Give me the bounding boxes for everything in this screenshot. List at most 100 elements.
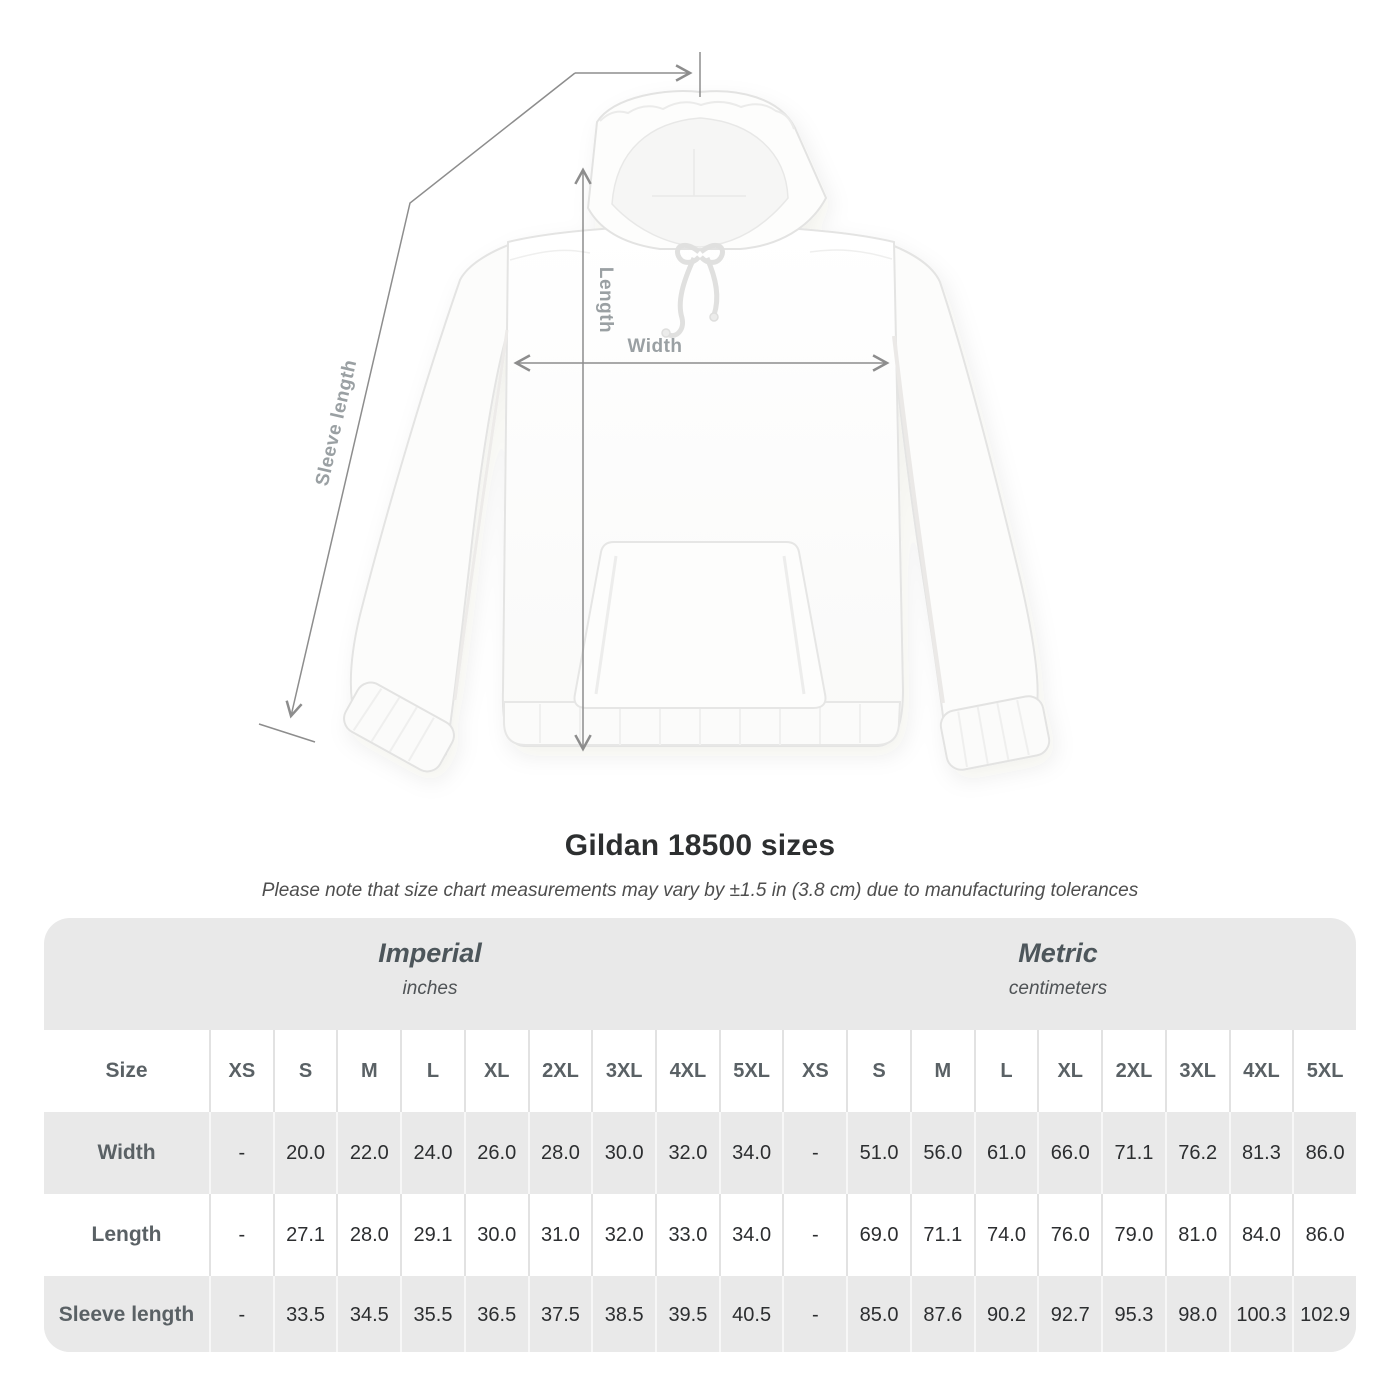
metric-label: Metric bbox=[1018, 938, 1098, 968]
table-cell: 28.0 bbox=[336, 1194, 400, 1276]
table-cell: - bbox=[209, 1194, 273, 1276]
size-header-cell: L bbox=[973, 1030, 1038, 1112]
hoodie-measurement-diagram: Length Width Sleeve length bbox=[258, 52, 1051, 773]
table-cell: 98.0 bbox=[1164, 1276, 1229, 1352]
table-cell: 86.0 bbox=[1292, 1194, 1356, 1276]
size-header-cell: XL bbox=[463, 1030, 528, 1112]
page-title: Gildan 18500 sizes bbox=[564, 829, 836, 862]
table-cell: 61.0 bbox=[973, 1112, 1038, 1194]
table-cell: 76.0 bbox=[1037, 1194, 1101, 1276]
hoodie-image bbox=[343, 90, 1051, 773]
table-cell: 26.0 bbox=[463, 1112, 528, 1194]
measurement-lines bbox=[258, 52, 890, 752]
size-header-cell: L bbox=[400, 1030, 464, 1112]
hoodie-hem bbox=[503, 701, 902, 746]
size-header-cell: XS bbox=[782, 1030, 846, 1112]
size-header-cell: 2XL bbox=[1101, 1030, 1165, 1112]
table-cell: 81.0 bbox=[1164, 1194, 1229, 1276]
table-cell: - bbox=[209, 1276, 273, 1352]
measurement-row: Width -20.0 22.0 24.0 26.0 28.0 30.0 32.0 34.0-5… bbox=[44, 1112, 1356, 1194]
metric-unit: centimeters bbox=[1008, 978, 1108, 999]
hoodie-drawstrings bbox=[665, 242, 725, 338]
table-cell: 40.5 bbox=[718, 1276, 783, 1352]
size-header-cell: S bbox=[272, 1030, 337, 1112]
table-cell: 86.0 bbox=[1292, 1112, 1356, 1194]
size-header-cell: 2XL bbox=[527, 1030, 592, 1112]
measurement-row: Length -27.1 28.0 29.1 30.0 31.0 32.0 33.0 34.0-… bbox=[44, 1194, 1356, 1276]
table-cell: 36.5 bbox=[463, 1276, 528, 1352]
hoodie-pocket bbox=[573, 541, 827, 709]
table-cell: 87.6 bbox=[909, 1276, 974, 1352]
measurement-row: Sleeve length -33.5 34.5 35.5 36.5 37.5 38.5 39… bbox=[44, 1276, 1356, 1352]
size-header-cell: XS bbox=[209, 1030, 273, 1112]
size-header-cell: 4XL bbox=[655, 1030, 719, 1112]
imperial-unit: inches bbox=[402, 978, 458, 999]
metric-header: Metric centimeters bbox=[1009, 938, 1107, 1000]
sleeve-bottom-tick bbox=[258, 723, 316, 743]
table-cell: 34.5 bbox=[336, 1276, 400, 1352]
table-cell: 30.0 bbox=[591, 1112, 655, 1194]
size-header-row: Size XS S M L XL 2XL 3XL 4XL 5XL XS S M L XL 2XL 3XL 4XL 5… bbox=[44, 1030, 1356, 1112]
table-cell: 33.5 bbox=[272, 1276, 337, 1352]
table-cell: 34.0 bbox=[718, 1194, 783, 1276]
row-label: Length bbox=[91, 1223, 162, 1246]
size-table: Imperial inches Metric centimeters Size X… bbox=[44, 918, 1356, 1352]
table-cell: 56.0 bbox=[909, 1112, 974, 1194]
size-header-cell: S bbox=[846, 1030, 910, 1112]
page-subtitle: Please note that size chart measurements… bbox=[261, 880, 1139, 901]
table-cell: 37.5 bbox=[527, 1276, 592, 1352]
imperial-label: Imperial bbox=[378, 938, 482, 968]
table-cell: 71.1 bbox=[1101, 1112, 1165, 1194]
table-cell: 39.5 bbox=[655, 1276, 719, 1352]
table-cell: 31.0 bbox=[527, 1194, 592, 1276]
table-cell: - bbox=[209, 1112, 273, 1194]
size-header-cell: XL bbox=[1037, 1030, 1101, 1112]
table-cell: 81.3 bbox=[1228, 1112, 1293, 1194]
table-cell: 102.9 bbox=[1292, 1276, 1356, 1352]
hoodie-right-sleeve bbox=[876, 238, 1039, 762]
size-header-cell: M bbox=[909, 1030, 974, 1112]
table-cell: 71.1 bbox=[909, 1194, 974, 1276]
table-cell: 34.0 bbox=[718, 1112, 783, 1194]
table-cell: - bbox=[782, 1112, 846, 1194]
row-label: Width bbox=[97, 1141, 156, 1164]
table-cell: 24.0 bbox=[400, 1112, 464, 1194]
table-cell: 90.2 bbox=[973, 1276, 1038, 1352]
hoodie-left-sleeve bbox=[349, 238, 524, 756]
imperial-header: Imperial inches bbox=[378, 938, 482, 1000]
table-cell: 35.5 bbox=[400, 1276, 464, 1352]
size-column-header: Size bbox=[105, 1059, 148, 1082]
table-cell: 74.0 bbox=[973, 1194, 1038, 1276]
table-cell: 85.0 bbox=[846, 1276, 910, 1352]
row-label: Sleeve length bbox=[58, 1303, 195, 1326]
table-cell: 30.0 bbox=[463, 1194, 528, 1276]
width-measure-label: Width bbox=[627, 336, 682, 357]
table-cell: - bbox=[782, 1194, 846, 1276]
table-cell: - bbox=[782, 1276, 846, 1352]
table-cell: 27.1 bbox=[272, 1194, 337, 1276]
size-header-cell: 5XL bbox=[718, 1030, 783, 1112]
table-cell: 100.3 bbox=[1228, 1276, 1293, 1352]
size-header-cell: 3XL bbox=[591, 1030, 655, 1112]
hoodie-right-cuff bbox=[939, 695, 1051, 771]
table-cell: 76.2 bbox=[1164, 1112, 1229, 1194]
table-cell: 20.0 bbox=[272, 1112, 337, 1194]
table-cell: 69.0 bbox=[846, 1194, 910, 1276]
size-header-cell: 4XL bbox=[1228, 1030, 1293, 1112]
size-header-cell: 3XL bbox=[1164, 1030, 1229, 1112]
table-cell: 28.0 bbox=[527, 1112, 592, 1194]
table-cell: 92.7 bbox=[1037, 1276, 1101, 1352]
table-cell: 32.0 bbox=[591, 1194, 655, 1276]
size-header-cell: 5XL bbox=[1292, 1030, 1356, 1112]
table-cell: 22.0 bbox=[336, 1112, 400, 1194]
table-cell: 66.0 bbox=[1037, 1112, 1101, 1194]
table-cell: 33.0 bbox=[655, 1194, 719, 1276]
hoodie-left-cuff bbox=[343, 681, 455, 773]
table-cell: 79.0 bbox=[1101, 1194, 1165, 1276]
size-table-grid: Size XS S M L XL 2XL 3XL 4XL 5XL XS S M L XL 2XL 3XL 4XL 5… bbox=[44, 1030, 1356, 1352]
length-measure-label: Length bbox=[595, 267, 616, 333]
size-header-cell: M bbox=[336, 1030, 400, 1112]
unit-header-band: Imperial inches Metric centimeters bbox=[44, 918, 1356, 1030]
sleeve-measure-label: Sleeve length bbox=[312, 358, 361, 488]
